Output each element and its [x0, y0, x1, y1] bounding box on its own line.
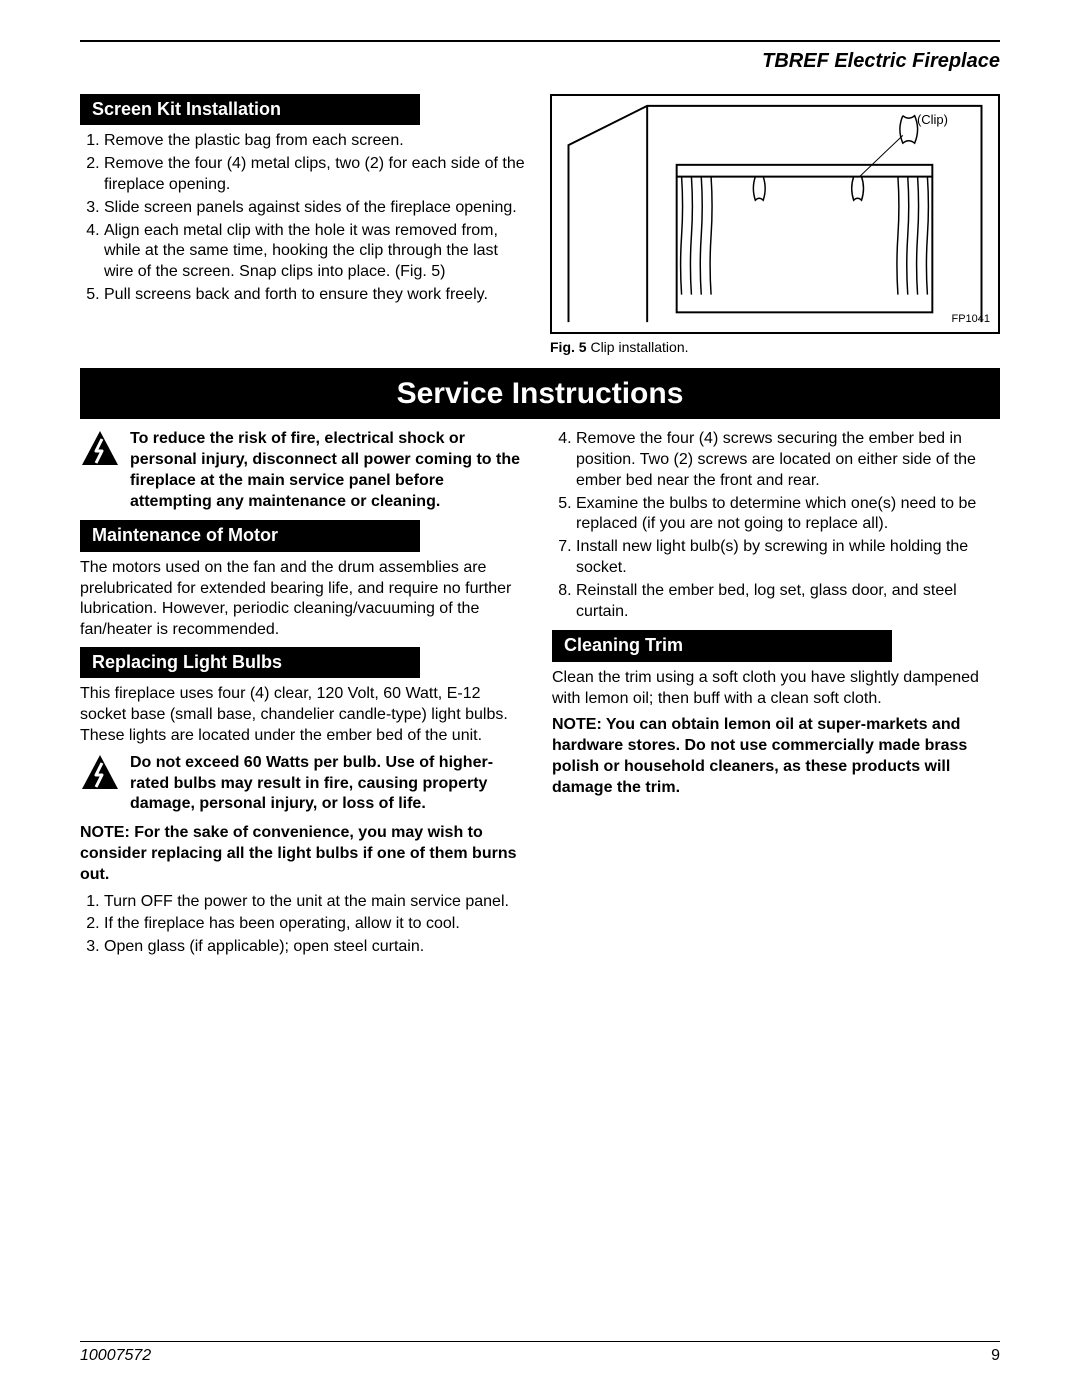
service-columns: To reduce the risk of fire, electrical s… [80, 429, 1000, 966]
list-item: If the fireplace has been operating, all… [104, 914, 528, 935]
figure-col: (Clip) FP1041 Fig. 5 Clip installation. [550, 94, 1000, 356]
shock-warning-icon [80, 753, 120, 815]
warning-row-1: To reduce the risk of fire, electrical s… [80, 429, 528, 512]
screen-kit-steps: Remove the plastic bag from each screen.… [80, 131, 530, 305]
cleaning-text: Clean the trim using a soft cloth you ha… [552, 668, 1000, 710]
top-section: Screen Kit Installation Remove the plast… [80, 94, 1000, 356]
list-item: Remove the four (4) screws securing the … [576, 429, 1000, 491]
list-item: Slide screen panels against sides of the… [104, 198, 530, 219]
list-item: Pull screens back and forth to ensure th… [104, 285, 530, 306]
bulbs-intro: This fireplace uses four (4) clear, 120 … [80, 684, 528, 746]
warning-text-2: Do not exceed 60 Watts per bulb. Use of … [130, 753, 528, 815]
list-item: Remove the plastic bag from each screen. [104, 131, 530, 152]
motor-heading: Maintenance of Motor [80, 520, 420, 551]
bulbs-heading: Replacing Light Bulbs [80, 647, 420, 678]
motor-text: The motors used on the fan and the drum … [80, 558, 528, 641]
figure-box: (Clip) FP1041 [550, 94, 1000, 334]
list-item: Install new light bulb(s) by screwing in… [576, 537, 1000, 579]
left-col: To reduce the risk of fire, electrical s… [80, 429, 528, 966]
warning-text-1: To reduce the risk of fire, electrical s… [130, 429, 528, 512]
figure-caption: Fig. 5 Clip installation. [550, 338, 1000, 356]
bulbs-steps-right: Remove the four (4) screws securing the … [552, 429, 1000, 622]
bulbs-steps-left: Turn OFF the power to the unit at the ma… [80, 892, 528, 958]
list-item: Open glass (if applicable); open steel c… [104, 937, 528, 958]
shock-warning-icon [80, 429, 120, 512]
footer-doc-number: 10007572 [80, 1346, 151, 1367]
cleaning-note: NOTE: You can obtain lemon oil at super-… [552, 715, 1000, 798]
fp-label: FP1041 [951, 312, 990, 326]
list-item: Align each metal clip with the hole it w… [104, 221, 530, 283]
list-item: Reinstall the ember bed, log set, glass … [576, 581, 1000, 623]
warning-row-2: Do not exceed 60 Watts per bulb. Use of … [80, 753, 528, 815]
footer: 10007572 9 [80, 1341, 1000, 1367]
list-item: Remove the four (4) metal clips, two (2)… [104, 154, 530, 196]
service-banner: Service Instructions [80, 368, 1000, 419]
cleaning-heading: Cleaning Trim [552, 630, 892, 661]
clip-diagram-svg [552, 96, 998, 332]
screen-kit-col: Screen Kit Installation Remove the plast… [80, 94, 530, 356]
figure-caption-text: Clip installation. [587, 339, 689, 355]
top-rule [80, 40, 1000, 42]
bulbs-note: NOTE: For the sake of convenience, you m… [80, 823, 528, 885]
list-item: Examine the bulbs to determine which one… [576, 494, 1000, 536]
right-col: Remove the four (4) screws securing the … [552, 429, 1000, 966]
list-item: Turn OFF the power to the unit at the ma… [104, 892, 528, 913]
figure-caption-bold: Fig. 5 [550, 339, 587, 355]
page-title: TBREF Electric Fireplace [80, 48, 1000, 74]
screen-kit-heading: Screen Kit Installation [80, 94, 420, 125]
footer-page-number: 9 [991, 1346, 1000, 1367]
clip-label: (Clip) [917, 112, 948, 129]
